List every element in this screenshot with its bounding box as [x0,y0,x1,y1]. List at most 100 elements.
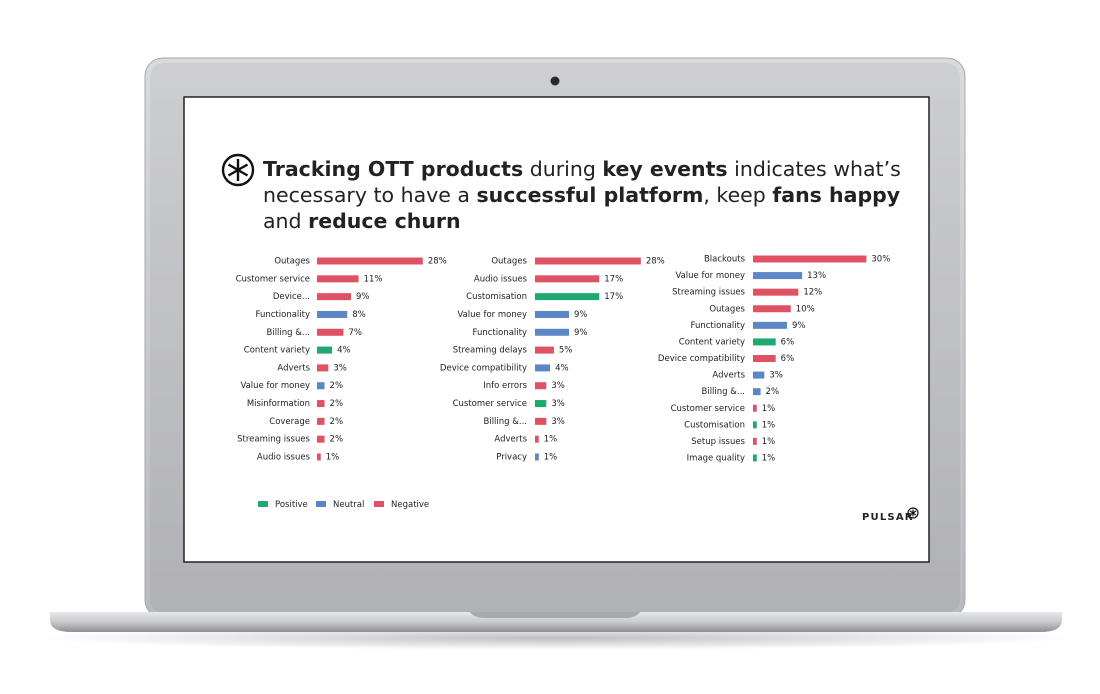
value-label: 2% [330,399,344,409]
category-label: Info errors [483,381,527,391]
value-label: 12% [803,288,822,298]
bar [753,421,757,429]
category-label: Privacy [496,453,527,463]
title-part: key events [602,157,727,181]
bar [317,275,359,283]
title-line: Tracking OTT products during key events … [263,157,901,181]
bar [753,388,761,396]
value-label: 3% [551,381,565,391]
category-label: Billing &... [484,417,528,427]
bar [535,257,641,265]
category-label: Content variety [244,346,310,356]
value-label: 1% [762,437,776,447]
brand: PULSAR [862,512,914,523]
bar [535,275,600,283]
title-part: and [263,209,308,233]
value-label: 9% [574,328,588,338]
title-icon [221,153,255,187]
category-label: Blackouts [704,255,746,265]
category-label: Customer service [671,404,745,414]
value-label: 1% [544,435,558,445]
category-label: Customisation [684,420,745,430]
title: Tracking OTT products during key events … [263,157,901,233]
bar [535,417,547,425]
value-label: 2% [766,387,780,397]
category-label: Streaming delays [453,346,528,356]
value-label: 4% [337,346,351,356]
bar [535,346,554,354]
value-label: 9% [574,310,588,320]
legend-swatch [258,501,268,507]
bar [535,453,539,461]
bar [753,437,757,445]
value-label: 28% [646,257,665,267]
bar [317,293,352,301]
value-label: 1% [762,420,776,430]
bar [535,435,539,443]
bar [753,288,799,296]
bar [753,371,765,379]
bar [535,364,551,372]
value-label: 6% [781,354,795,364]
title-part: reduce churn [308,209,461,233]
category-label: Outages [491,257,527,267]
category-label: Coverage [269,417,310,427]
category-label: Customer service [236,274,310,284]
category-label: Customisation [466,292,527,302]
bar [317,382,325,390]
value-label: 1% [544,453,558,463]
value-label: 9% [792,321,806,331]
bar [753,404,757,412]
category-label: Outages [274,257,310,267]
value-label: 1% [762,454,776,464]
category-label: Misinformation [247,399,310,409]
bar [317,346,333,354]
category-label: Value for money [240,381,310,391]
bar [317,257,423,265]
value-label: 3% [551,417,565,427]
bar [317,400,325,408]
bar [535,382,547,390]
category-label: Device... [273,292,310,302]
value-label: 28% [428,257,447,267]
category-label: Functionality [473,328,527,338]
value-label: 17% [604,292,623,302]
legend-swatch [374,501,384,507]
bar [753,305,791,313]
category-label: Functionality [691,321,745,331]
category-label: Functionality [256,310,310,320]
value-label: 2% [330,435,344,445]
category-label: Adverts [712,371,745,381]
bar [753,272,803,280]
category-label: Image quality [687,454,745,464]
category-label: Billing &... [702,387,746,397]
category-label: Streaming issues [237,435,310,445]
category-label: Audio issues [474,274,528,284]
value-label: 17% [604,274,623,284]
bar [317,453,321,461]
bar [317,328,344,336]
category-label: Device compatibility [440,363,527,373]
laptop-base [50,612,1062,632]
title-part: indicates what’s [728,157,901,181]
value-label: 11% [364,274,383,284]
category-label: Device compatibility [658,354,745,364]
value-label: 2% [330,417,344,427]
value-label: 10% [796,304,815,314]
bar [535,400,547,408]
bar [753,355,776,362]
category-label: Setup issues [691,437,745,447]
value-label: 30% [871,255,890,265]
value-label: 7% [348,328,362,338]
bar [535,328,570,336]
category-label: Customer service [453,399,527,409]
value-label: 8% [352,310,366,320]
charts: Outages 28% Customer service 11% Device... 9%… [236,255,891,464]
camera [550,76,560,86]
bar [317,435,325,443]
title-part: successful platform [476,183,703,207]
value-label: 3% [333,363,347,373]
title-line: and reduce churn [263,209,461,233]
bar [317,310,348,318]
